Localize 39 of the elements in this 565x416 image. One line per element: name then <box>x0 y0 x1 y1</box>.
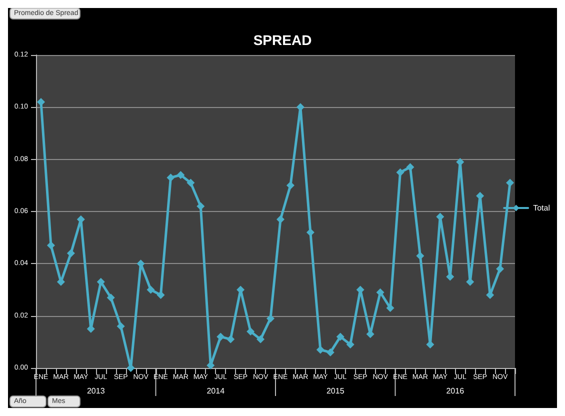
point <box>376 288 384 296</box>
point <box>336 332 344 341</box>
point <box>196 202 205 210</box>
point <box>246 327 255 336</box>
point <box>146 286 155 294</box>
legend-label: Total <box>533 204 550 212</box>
point <box>186 178 195 187</box>
point <box>156 290 165 299</box>
point <box>396 168 404 176</box>
point <box>316 346 324 354</box>
text: 2015 <box>326 386 345 396</box>
point <box>266 314 275 322</box>
point <box>116 322 125 330</box>
point <box>506 178 514 187</box>
point <box>216 332 225 341</box>
point <box>36 98 45 106</box>
point <box>166 174 175 182</box>
text: 2013 <box>86 386 106 396</box>
point <box>386 304 394 312</box>
point <box>456 158 464 166</box>
point <box>286 181 294 190</box>
point <box>256 335 265 344</box>
point <box>66 249 75 258</box>
point <box>276 215 284 224</box>
text: 2016 <box>446 386 465 396</box>
point <box>426 340 434 349</box>
text: 2014 <box>206 386 226 396</box>
point <box>306 228 314 236</box>
point <box>176 170 185 179</box>
point <box>406 163 414 172</box>
point <box>416 252 424 260</box>
chart-title: SPREAD <box>253 32 312 48</box>
point <box>346 340 354 349</box>
point <box>96 278 105 286</box>
point <box>226 335 235 344</box>
point <box>496 264 504 273</box>
point <box>326 348 334 356</box>
point <box>106 294 115 302</box>
point <box>126 364 135 372</box>
